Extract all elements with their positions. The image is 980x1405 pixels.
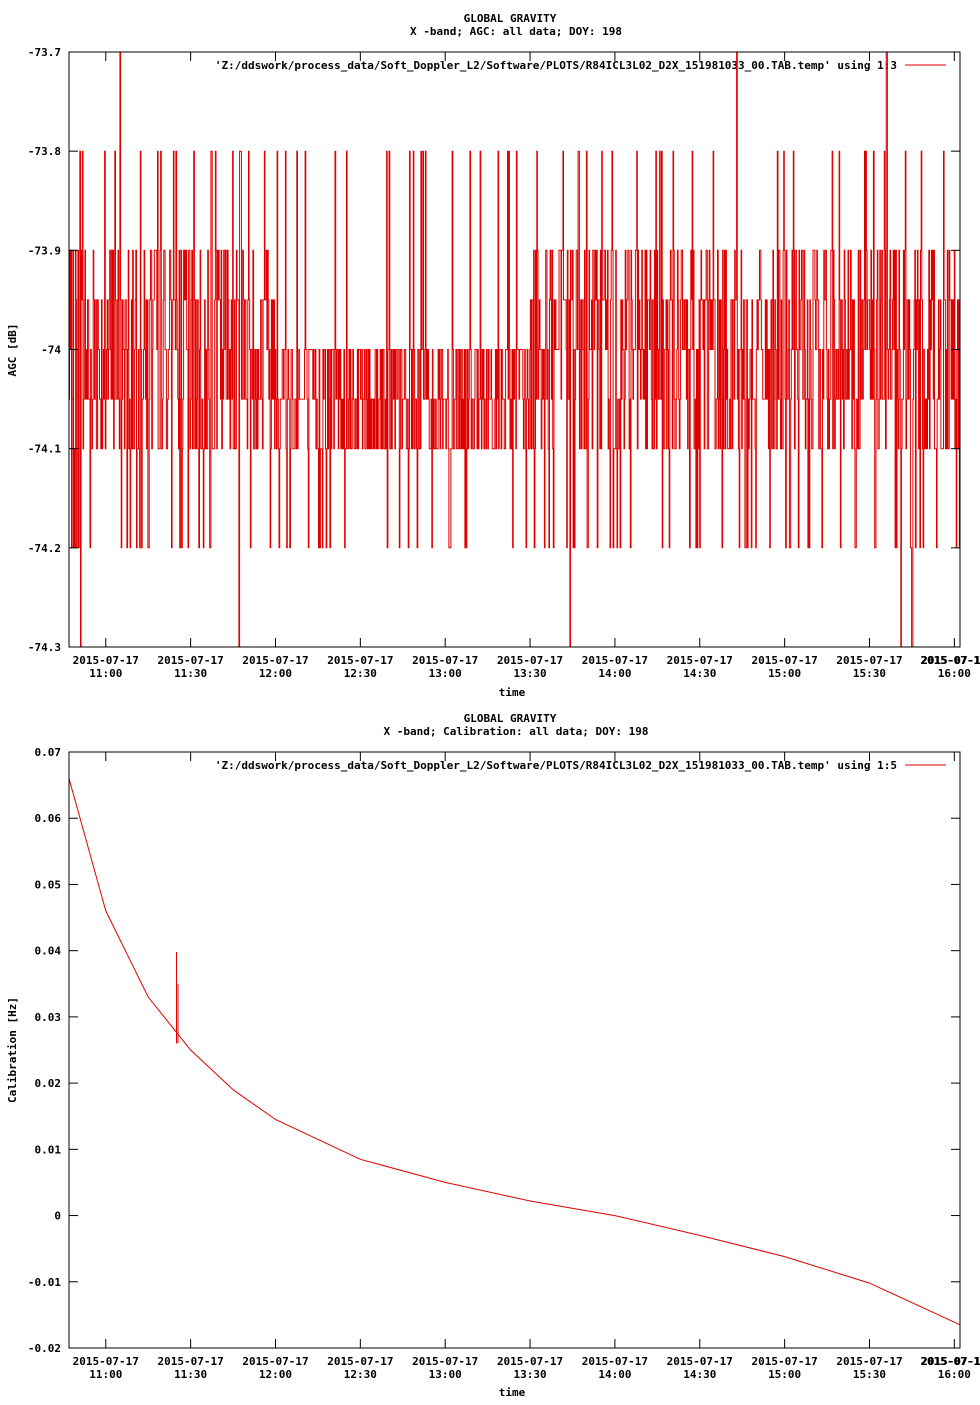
calibration-x-tick-date: 2015-07-17 [921, 1355, 980, 1368]
calibration-x-tick-time: 11:00 [89, 1368, 122, 1381]
agc-y-tick-label: -73.8 [28, 145, 61, 158]
calibration-y-tick-label: 0.03 [35, 1011, 62, 1024]
agc-x-tick-date: 2015-07-17 [921, 654, 980, 667]
agc-series [69, 51, 961, 648]
calibration-chart: GLOBAL GRAVITY X -band; Calibration: all… [6, 712, 980, 1399]
agc-x-tick-date: 2015-07-17 [73, 654, 139, 667]
agc-x-tick-date: 2015-07-17 [752, 654, 818, 667]
agc-x-tick-date: 2015-07-17 [497, 654, 563, 667]
agc-legend-label: 'Z:/ddswork/process_data/Soft_Doppler_L2… [215, 59, 897, 72]
calibration-chart-title: GLOBAL GRAVITY [464, 712, 557, 725]
calibration-x-tick-date: 2015-07-17 [667, 1355, 733, 1368]
agc-x-tick-time: 13:00 [429, 667, 462, 680]
calibration-x-tick-time: 12:00 [259, 1368, 292, 1381]
calibration-legend-label: 'Z:/ddswork/process_data/Soft_Doppler_L2… [215, 759, 897, 772]
agc-x-tick-date: 2015-07-17 [412, 654, 478, 667]
agc-line [69, 51, 961, 648]
agc-x-tick-date: 2015-07-17 [582, 654, 648, 667]
agc-y-tick-label: -74.1 [28, 443, 61, 456]
agc-x-tick-time: 12:00 [259, 667, 292, 680]
agc-y-tick-label: -73.9 [28, 244, 61, 257]
calibration-x-tick-date: 2015-07-17 [327, 1355, 393, 1368]
calibration-series [68, 778, 961, 1326]
agc-x-tick-time: 13:30 [513, 667, 546, 680]
agc-x-tick-time: 14:00 [598, 667, 631, 680]
calibration-x-tick-time: 15:00 [768, 1368, 801, 1381]
calibration-y-tick-label: 0 [54, 1210, 61, 1223]
calibration-x-tick-date: 2015-07-1 [920, 1355, 980, 1368]
agc-x-tick-time: 16:00 [938, 667, 971, 680]
agc-y-axis-label: AGC [dB] [6, 324, 19, 377]
calibration-y-tick-label: 0.06 [35, 812, 62, 825]
calibration-x-tick-date: 2015-07-17 [412, 1355, 478, 1368]
calibration-x-tick-time: 14:00 [598, 1368, 631, 1381]
calibration-y-tick-label: 0.07 [35, 746, 62, 759]
calibration-x-tick-time: 15:30 [853, 1368, 886, 1381]
calibration-y-tick-label: 0.04 [35, 945, 62, 958]
agc-axes: -73.7 -73.8 -73.9 -74 -74.1 -74.2 -74.3 2015-07… [28, 46, 980, 680]
calibration-x-tick-time: 16:00 [938, 1368, 971, 1381]
calibration-x-tick-time: 12:30 [344, 1368, 377, 1381]
agc-x-tick-time: 12:30 [344, 667, 377, 680]
agc-y-tick-label: -73.7 [28, 46, 61, 59]
agc-x-axis-label: time [499, 686, 526, 699]
agc-x-tick-time: 11:00 [89, 667, 122, 680]
agc-x-tick-time: 14:30 [683, 667, 716, 680]
calibration-x-tick-date: 2015-07-17 [242, 1355, 308, 1368]
calibration-chart-subtitle: X -band; Calibration: all data; DOY: 198 [384, 725, 649, 738]
calibration-x-tick-date: 2015-07-17 [836, 1355, 902, 1368]
agc-x-tick-date: 2015-07-17 [242, 654, 308, 667]
calibration-y-tick-label: 0.05 [35, 878, 62, 891]
agc-y-tick-label: -74.3 [28, 641, 61, 654]
calibration-x-tick-date: 2015-07-17 [497, 1355, 563, 1368]
agc-chart-title: GLOBAL GRAVITY [464, 12, 557, 25]
agc-x-tick-date: 2015-07-17 [836, 654, 902, 667]
agc-x-tick-time: 15:30 [853, 667, 886, 680]
calibration-x-tick-date: 2015-07-17 [73, 1355, 139, 1368]
agc-x-tick-date: 2015-07-17 [667, 654, 733, 667]
agc-x-tick-date: 2015-07-1 [920, 654, 980, 667]
calibration-x-tick-date: 2015-07-17 [582, 1355, 648, 1368]
calibration-y-axis-label: Calibration [Hz] [6, 997, 19, 1103]
calibration-plot-frame [68, 751, 961, 1349]
calibration-x-tick-time: 11:30 [174, 1368, 207, 1381]
calibration-y-tick-label: 0.01 [35, 1143, 62, 1156]
calibration-axes: 0.07 0.06 0.05 0.04 0.03 0.02 0.01 0 -0.01 -0.02 2… [28, 746, 980, 1381]
agc-x-tick-date: 2015-07-17 [327, 654, 393, 667]
agc-y-tick-label: -74 [41, 344, 61, 357]
agc-x-tick-date: 2015-07-17 [158, 654, 224, 667]
calibration-x-tick-date: 2015-07-17 [158, 1355, 224, 1368]
calibration-x-axis-label: time [499, 1386, 526, 1399]
calibration-y-tick-label: -0.02 [28, 1342, 61, 1355]
calibration-line [68, 778, 961, 1326]
agc-chart-subtitle: X -band; AGC: all data; DOY: 198 [410, 25, 622, 38]
calibration-y-tick-label: 0.02 [35, 1077, 62, 1090]
agc-x-tick-time: 11:30 [174, 667, 207, 680]
agc-y-tick-label: -74.2 [28, 542, 61, 555]
calibration-x-tick-time: 13:30 [513, 1368, 546, 1381]
agc-x-tick-time: 15:00 [768, 667, 801, 680]
calibration-x-tick-time: 13:00 [429, 1368, 462, 1381]
agc-chart: GLOBAL GRAVITY X -band; AGC: all data; D… [6, 12, 980, 699]
calibration-x-tick-date: 2015-07-17 [752, 1355, 818, 1368]
calibration-y-tick-label: -0.01 [28, 1276, 61, 1289]
calibration-x-tick-time: 14:30 [683, 1368, 716, 1381]
